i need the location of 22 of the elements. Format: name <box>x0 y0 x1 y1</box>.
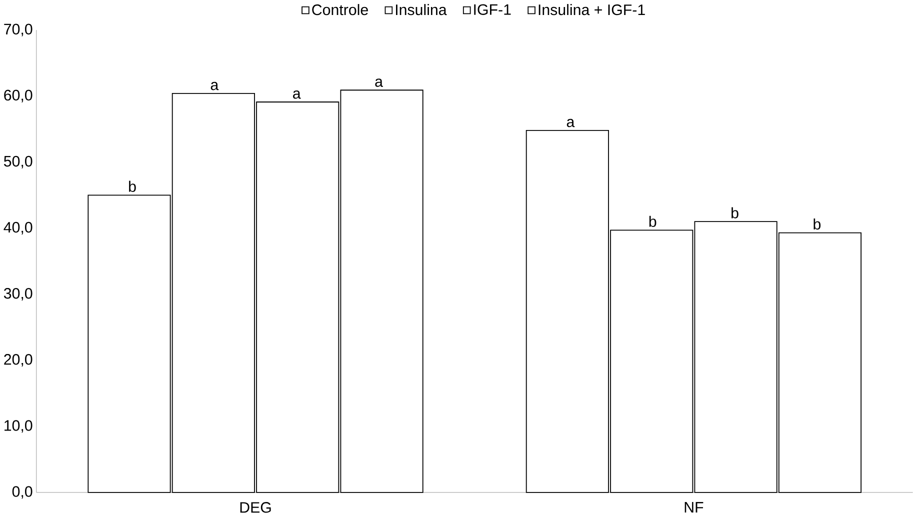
legend-label: Insulina + IGF-1 <box>538 4 645 16</box>
y-tick-label: 10,0 <box>4 420 32 433</box>
legend-label: Insulina <box>396 4 447 16</box>
data-label: a <box>566 118 575 128</box>
y-tick-label: 70,0 <box>4 24 32 36</box>
y-tick-label: 30,0 <box>4 288 32 300</box>
y-tick-label: 40,0 <box>4 222 32 234</box>
data-label: b <box>129 180 136 192</box>
y-tick-label: 50,0 <box>4 156 32 168</box>
y-tick-label: 60,0 <box>4 90 32 102</box>
data-label: a <box>375 78 383 87</box>
data-label: b <box>732 207 738 218</box>
data-label: a <box>293 90 301 99</box>
legend-label: Controle <box>312 4 368 16</box>
y-tick-label: 20,0 <box>4 354 32 366</box>
y-tick-label: 0,0 <box>12 486 32 499</box>
data-label: a <box>210 82 219 90</box>
x-tick-label: DEG <box>240 502 271 513</box>
x-tick-label: NF <box>684 502 704 512</box>
legend-label: IGF-1 <box>474 4 511 15</box>
data-label: b <box>649 216 656 227</box>
data-label: b <box>814 218 821 230</box>
